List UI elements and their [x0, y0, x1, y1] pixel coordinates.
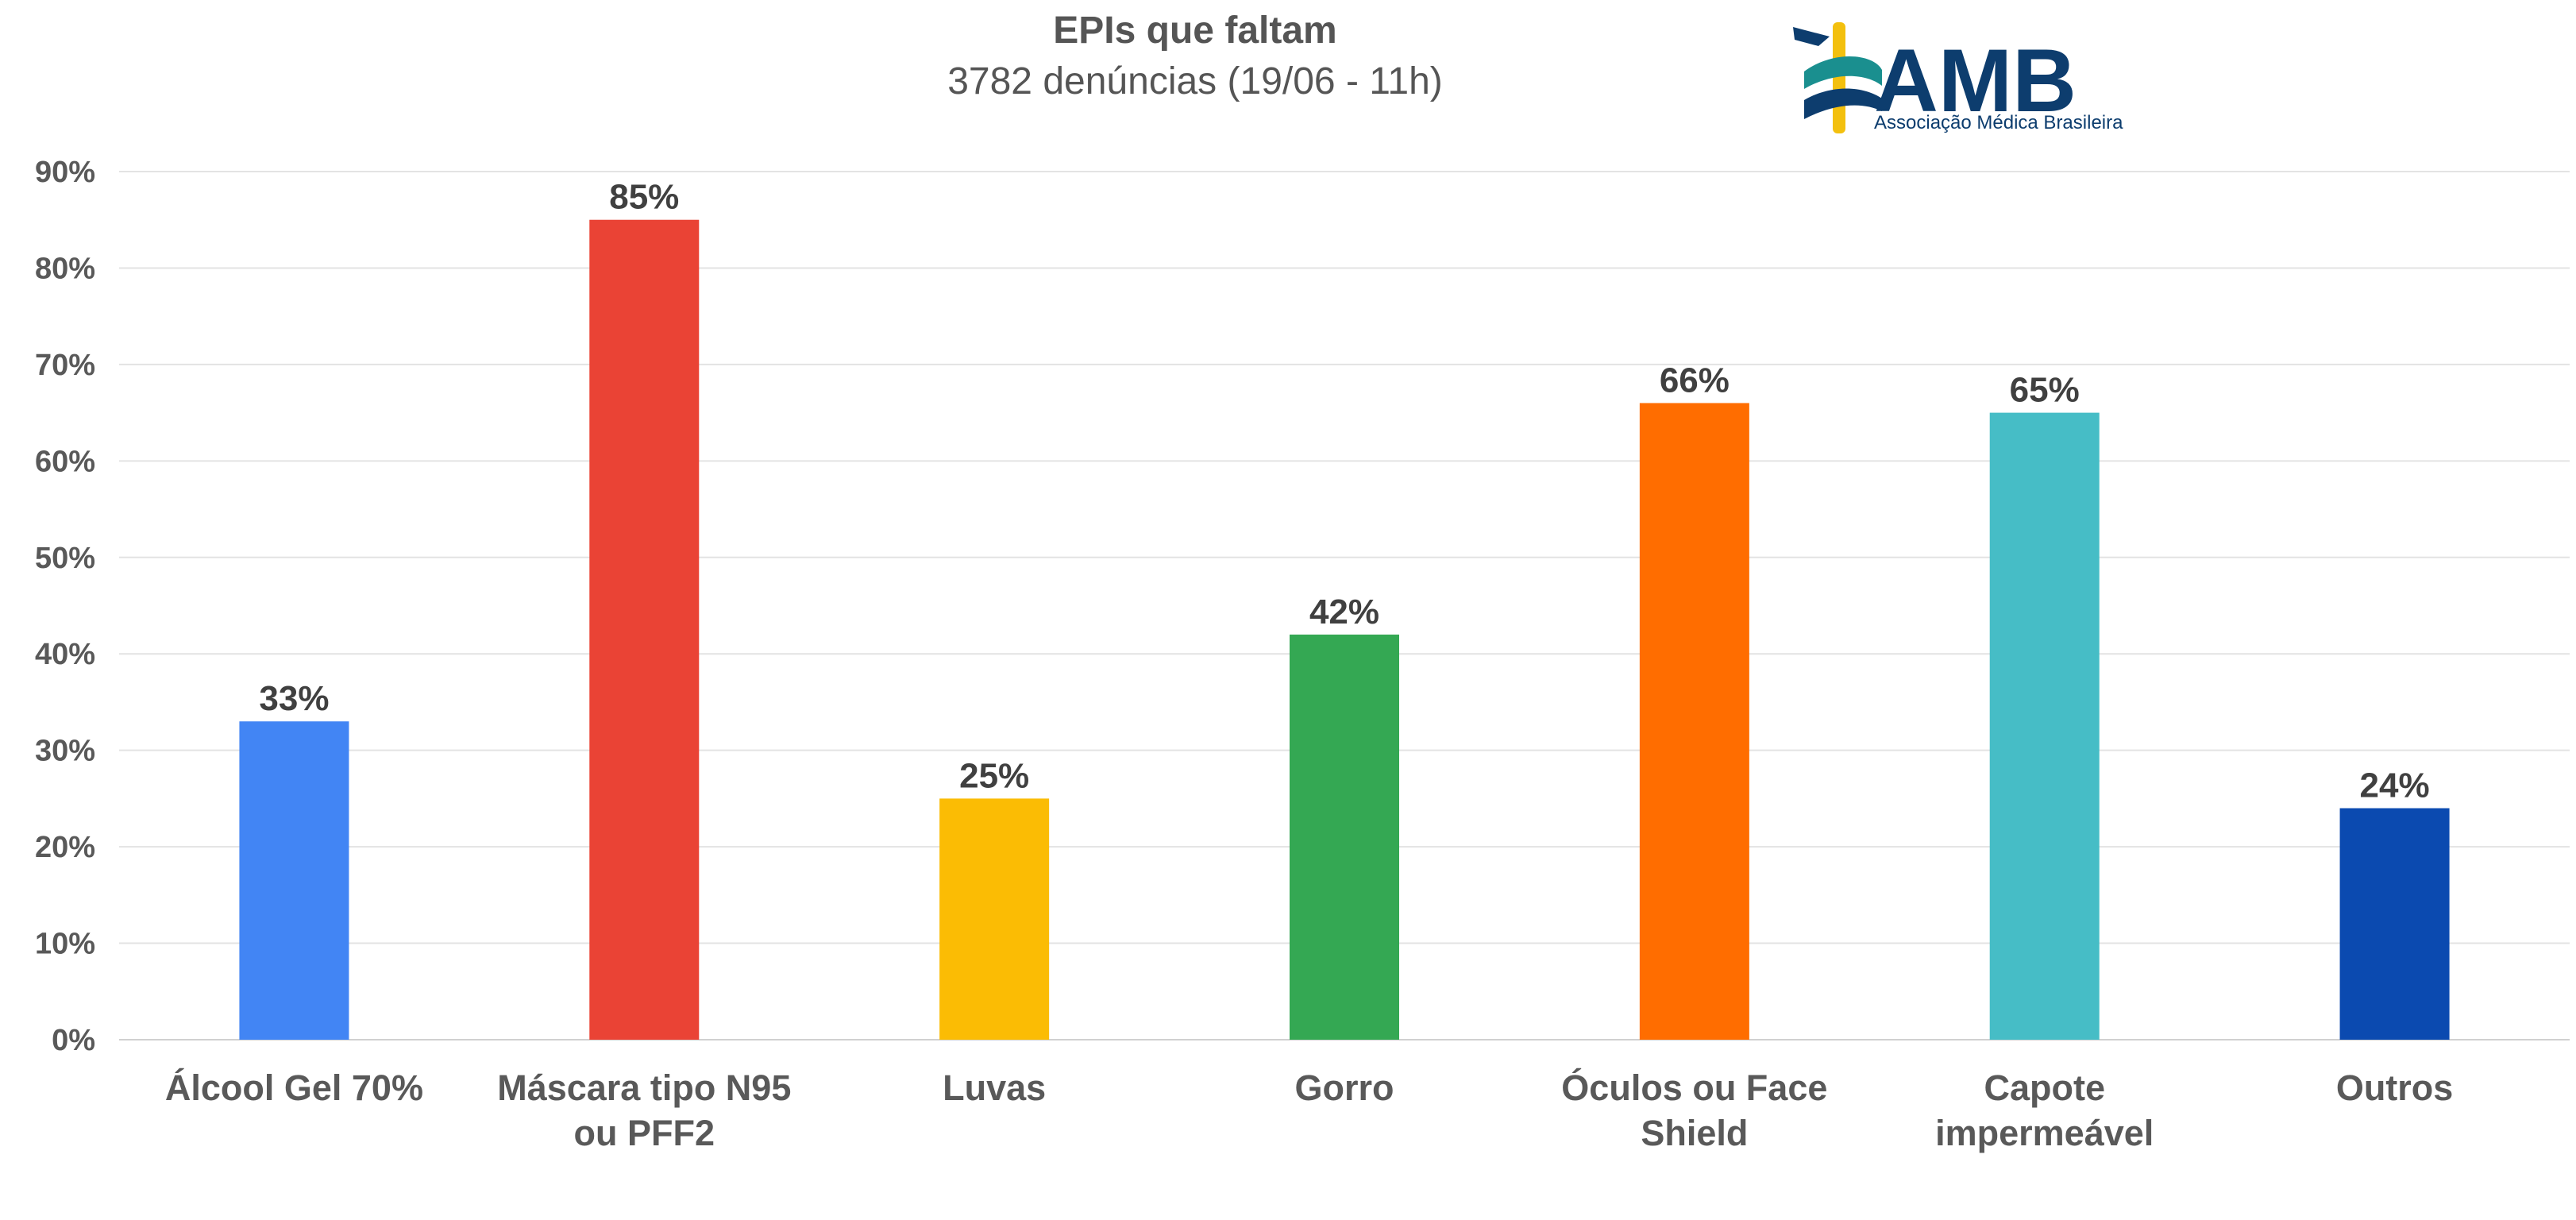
x-axis-ticks: Álcool Gel 70% Máscara tipo N95 ou PFF2 Luv… — [165, 1068, 2453, 1153]
data-label: 85% — [609, 178, 679, 217]
x-tick-label: Luvas — [943, 1068, 1046, 1108]
bar — [939, 798, 1050, 1040]
bars — [239, 219, 2450, 1040]
data-label: 42% — [1309, 593, 1379, 631]
x-tick-label: impermeável — [1935, 1113, 2154, 1153]
x-tick-label: Máscara tipo N95 — [497, 1068, 791, 1108]
y-tick-label: 60% — [35, 445, 95, 478]
y-tick-label: 80% — [35, 252, 95, 285]
y-tick-label: 50% — [35, 542, 95, 575]
x-tick-label: Óculos ou Face — [1561, 1068, 1827, 1108]
bar — [239, 721, 349, 1040]
x-tick-label: Álcool Gel 70% — [165, 1068, 423, 1108]
x-tick-label: Shield — [1641, 1113, 1748, 1153]
logo-name: AMB — [1874, 31, 2077, 130]
logo-ribbon-shape-2 — [1804, 88, 1882, 119]
y-tick-label: 0% — [52, 1024, 95, 1057]
bar — [1290, 634, 1399, 1040]
data-labels: 33% 85% 25% 42% 66% 65% 24% — [259, 178, 2429, 805]
chart-subtitle: 3782 denúncias (19/06 - 11h) — [947, 60, 1443, 102]
logo-ribbon-shape — [1804, 56, 1882, 89]
y-tick-label: 10% — [35, 928, 95, 961]
x-tick-label: Outros — [2336, 1068, 2454, 1108]
data-label: 33% — [259, 679, 329, 718]
logo-staff-shape — [1833, 22, 1845, 133]
data-label: 65% — [2010, 371, 2080, 410]
amb-logo: AMB Associação Médica Brasileira — [1793, 22, 2123, 133]
y-tick-label: 90% — [35, 156, 95, 189]
logo-flag-shape — [1793, 27, 1830, 46]
y-tick-label: 70% — [35, 349, 95, 382]
y-tick-label: 30% — [35, 735, 95, 768]
y-tick-label: 20% — [35, 831, 95, 864]
y-tick-label: 40% — [35, 638, 95, 671]
bar — [2339, 808, 2450, 1040]
bar — [589, 219, 700, 1040]
x-tick-label: ou PFF2 — [574, 1113, 715, 1153]
logo-tagline: Associação Médica Brasileira — [1874, 112, 2123, 133]
bar — [1989, 412, 2100, 1040]
data-label: 66% — [1660, 361, 1730, 400]
bar — [1639, 403, 1749, 1040]
x-tick-label: Capote — [1984, 1068, 2105, 1108]
x-tick-label: Gorro — [1294, 1068, 1394, 1108]
data-label: 24% — [2360, 766, 2430, 805]
chart-title: EPIs que faltam — [1053, 10, 1336, 52]
data-label: 25% — [959, 756, 1029, 795]
y-axis-ticks: 0% 10% 20% 30% 40% 50% 60% 70% 80% 90% — [35, 156, 95, 1057]
